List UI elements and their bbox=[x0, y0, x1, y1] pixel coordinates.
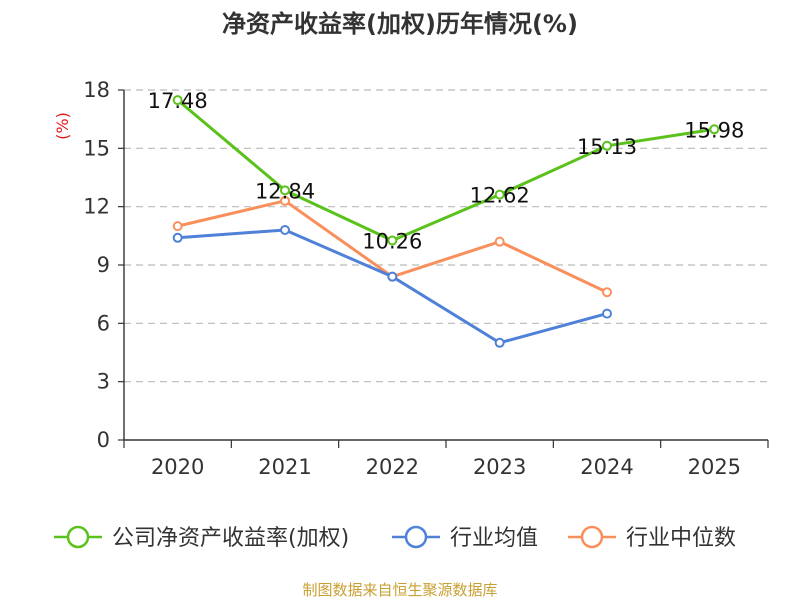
series-line-company bbox=[176, 98, 715, 242]
y-tick-label: 0 bbox=[97, 428, 110, 452]
legend-swatch-marker bbox=[404, 525, 428, 549]
series-lines bbox=[172, 95, 720, 348]
data-label: 12.84 bbox=[255, 179, 315, 203]
data-point-industry_avg[interactable] bbox=[387, 271, 398, 282]
data-point-company[interactable] bbox=[494, 189, 505, 200]
legend-swatch-marker bbox=[580, 525, 604, 549]
data-labels: 17.48 12.84 10.26 12.62 15.13 15.98 bbox=[148, 89, 745, 253]
y-tick-label: 6 bbox=[97, 311, 110, 335]
data-point-industry_avg[interactable] bbox=[172, 232, 183, 243]
data-label: 17.48 bbox=[148, 89, 208, 113]
data-label: 15.13 bbox=[577, 135, 637, 159]
data-point-industry_avg[interactable] bbox=[602, 308, 612, 319]
source-note: 制图数据来自恒生聚源数据库 bbox=[302, 581, 497, 599]
data-point-company[interactable] bbox=[280, 185, 290, 196]
data-point-industry_median[interactable] bbox=[494, 236, 505, 247]
data-point-industry_avg[interactable] bbox=[494, 337, 505, 348]
y-tick-label: 9 bbox=[97, 253, 110, 277]
x-tick-label: 2025 bbox=[688, 455, 741, 479]
axes: 0 3 6 9 12 15 18 2020 2021 2022 2023 2024 2025 bbox=[83, 78, 769, 479]
data-label: 15.98 bbox=[684, 118, 744, 142]
legend-item-company[interactable]: 公司净资产收益率(加权) bbox=[54, 525, 349, 551]
legend-item-industry_median[interactable]: 行业中位数 bbox=[568, 525, 736, 551]
data-point-company[interactable] bbox=[387, 235, 398, 246]
data-point-company[interactable] bbox=[602, 140, 612, 151]
y-axis-label: (%) bbox=[53, 112, 72, 140]
y-tick-label: 3 bbox=[97, 370, 110, 394]
data-point-industry_median[interactable] bbox=[602, 287, 612, 298]
legend-label: 行业中位数 bbox=[626, 526, 736, 551]
data-point-industry_avg[interactable] bbox=[280, 225, 290, 235]
data-point-industry_median[interactable] bbox=[280, 195, 290, 206]
y-tick-label: 15 bbox=[83, 136, 110, 160]
series-industry_avg bbox=[172, 225, 612, 348]
data-point-industry_median[interactable] bbox=[172, 221, 183, 232]
legend-swatch-marker bbox=[66, 525, 90, 549]
legend-label: 行业均值 bbox=[450, 526, 538, 551]
legend-label: 公司净资产收益率(加权) bbox=[112, 526, 349, 551]
x-tick-label: 2020 bbox=[151, 455, 204, 479]
data-label: 10.26 bbox=[362, 230, 422, 254]
data-point-company[interactable] bbox=[172, 95, 183, 106]
y-tick-label: 18 bbox=[83, 78, 110, 102]
x-tick-label: 2022 bbox=[366, 455, 419, 479]
chart-title: 净资产收益率(加权)历年情况(%) bbox=[222, 10, 578, 38]
data-label: 12.62 bbox=[470, 184, 530, 208]
y-tick-label: 12 bbox=[83, 195, 110, 219]
x-tick-label: 2021 bbox=[258, 455, 311, 479]
legend-item-industry_avg[interactable]: 行业均值 bbox=[392, 525, 538, 551]
x-tick-label: 2024 bbox=[580, 455, 633, 479]
series-company bbox=[172, 95, 720, 246]
legend[interactable]: 公司净资产收益率(加权) 行业均值 行业中位数 bbox=[54, 525, 736, 551]
x-tick-label: 2023 bbox=[473, 455, 526, 479]
data-point-company[interactable] bbox=[709, 124, 720, 135]
